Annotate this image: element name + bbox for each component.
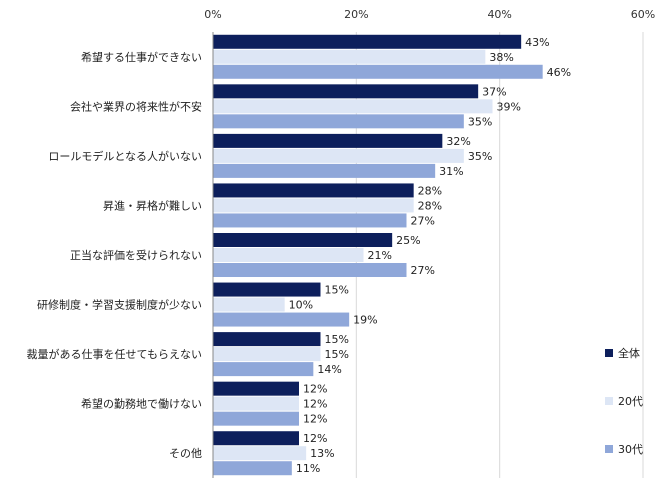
bar [213, 49, 486, 64]
bar [213, 347, 321, 362]
data-label: 21% [368, 249, 392, 262]
data-label: 27% [411, 214, 435, 227]
legend-swatch [605, 349, 613, 357]
data-label: 12% [303, 398, 327, 411]
data-label: 31% [439, 165, 463, 178]
data-label: 35% [468, 150, 492, 163]
legend-label: 20代 [618, 395, 643, 408]
category-label: その他 [169, 447, 202, 460]
data-label: 37% [482, 85, 506, 98]
data-label: 15% [325, 348, 349, 361]
bar [213, 248, 364, 262]
bar [213, 282, 321, 297]
data-label: 43% [525, 36, 549, 49]
bar [213, 198, 414, 213]
legend-label: 30代 [618, 443, 643, 456]
bar [213, 396, 299, 411]
bar [213, 183, 414, 198]
legend-swatch [605, 445, 613, 453]
data-label: 38% [489, 51, 513, 64]
x-tick-label: 60% [631, 8, 655, 21]
bar [213, 461, 292, 476]
bar [213, 84, 479, 99]
bar [213, 34, 522, 49]
category-label: 昇進・昇格が難しい [103, 198, 202, 212]
data-label: 12% [303, 432, 327, 445]
bar [213, 362, 314, 377]
bar [213, 233, 393, 247]
x-tick-label: 0% [204, 8, 221, 21]
category-label: 希望の勤務地で働けない [81, 397, 202, 411]
data-label: 10% [289, 299, 313, 312]
bars [213, 34, 543, 476]
data-label: 15% [325, 333, 349, 346]
bar [213, 148, 464, 163]
data-label: 13% [310, 447, 334, 460]
data-label: 15% [325, 284, 349, 297]
x-axis-ticks: 0% 20% 40% 60% [204, 8, 655, 21]
gridlines [355, 32, 644, 478]
data-label: 19% [353, 314, 377, 327]
bar [213, 114, 464, 129]
data-label: 14% [317, 363, 341, 376]
category-label: 会社や業界の将来性が不安 [70, 99, 202, 113]
x-tick-label: 40% [487, 8, 511, 21]
x-tick-label: 20% [344, 8, 368, 21]
category-label: 希望する仕事ができない [81, 50, 202, 64]
bar [213, 99, 493, 114]
bar [213, 263, 407, 277]
legend-swatch [605, 397, 613, 405]
data-label: 27% [411, 264, 435, 277]
bar [213, 446, 307, 461]
category-label: 研修制度・学習支援制度が少ない [37, 298, 202, 312]
bar [213, 411, 299, 426]
bar [213, 332, 321, 347]
data-label: 25% [396, 234, 420, 247]
bar [213, 431, 299, 446]
bar [213, 312, 350, 327]
legend: 全体 20代 30代 [605, 346, 643, 456]
data-label: 12% [303, 413, 327, 426]
category-labels: 希望する仕事ができない会社や業界の将来性が不安ロールモデルとなる人がいない昇進・… [27, 50, 202, 460]
bar [213, 213, 407, 228]
data-label: 12% [303, 383, 327, 396]
bar [213, 381, 299, 396]
data-label: 11% [296, 462, 320, 475]
category-label: ロールモデルとなる人がいない [48, 149, 202, 163]
data-label: 28% [418, 184, 442, 197]
data-labels: 43% 38% 46% 37% 39% 35% 32% 35% 31% 28% 28% 27% 25% 2… [289, 36, 571, 475]
data-label: 39% [497, 100, 521, 113]
bar [213, 297, 285, 312]
bar [213, 133, 443, 148]
data-label: 46% [547, 66, 571, 79]
legend-label: 全体 [618, 346, 640, 360]
data-label: 28% [418, 199, 442, 212]
category-label: 裁量がある仕事を任せてもらえない [27, 347, 202, 361]
bar [213, 64, 543, 79]
data-label: 32% [446, 135, 470, 148]
data-label: 35% [468, 115, 492, 128]
category-label: 正当な評価を受けられない [70, 248, 202, 262]
bar [213, 163, 436, 178]
